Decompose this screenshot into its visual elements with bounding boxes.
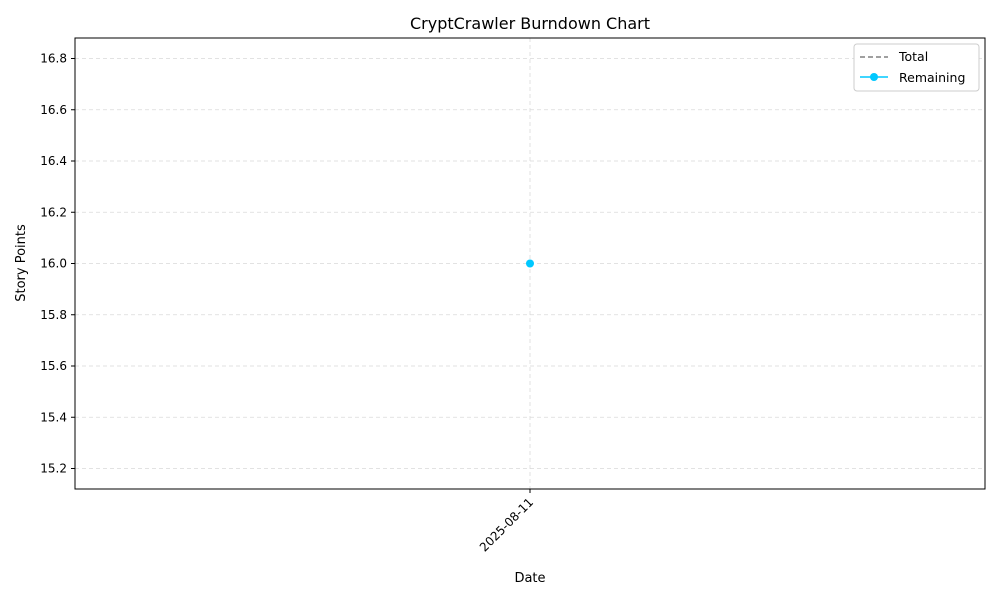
legend-total-label: Total bbox=[898, 49, 928, 64]
y-tick-label: 15.4 bbox=[40, 410, 67, 424]
chart-title: CryptCrawler Burndown Chart bbox=[410, 14, 650, 33]
legend-remaining-label: Remaining bbox=[899, 70, 965, 85]
plot-area-frame bbox=[74, 37, 986, 490]
remaining-data-point bbox=[526, 259, 534, 268]
data-series bbox=[526, 259, 534, 268]
legend: Total Remaining bbox=[853, 43, 980, 92]
legend-remaining-marker bbox=[870, 73, 878, 81]
y-axis-label: Story Points bbox=[14, 224, 29, 302]
y-axis-ticks: 15.2 15.4 15.6 15.8 16.0 16.2 16.4 16.6 16.8 bbox=[40, 52, 75, 476]
y-tick-label: 16.0 bbox=[40, 257, 67, 271]
y-tick-label: 16.6 bbox=[40, 103, 67, 117]
y-tick-label: 16.8 bbox=[40, 52, 67, 66]
y-tick-label: 15.6 bbox=[40, 359, 67, 373]
y-tick-label: 15.8 bbox=[40, 308, 67, 322]
legend-box bbox=[853, 43, 980, 92]
x-axis-label: Date bbox=[514, 571, 545, 586]
y-tick-label: 15.2 bbox=[40, 462, 67, 476]
y-tick-label: 16.4 bbox=[40, 154, 67, 168]
y-tick-label: 16.2 bbox=[40, 205, 67, 219]
